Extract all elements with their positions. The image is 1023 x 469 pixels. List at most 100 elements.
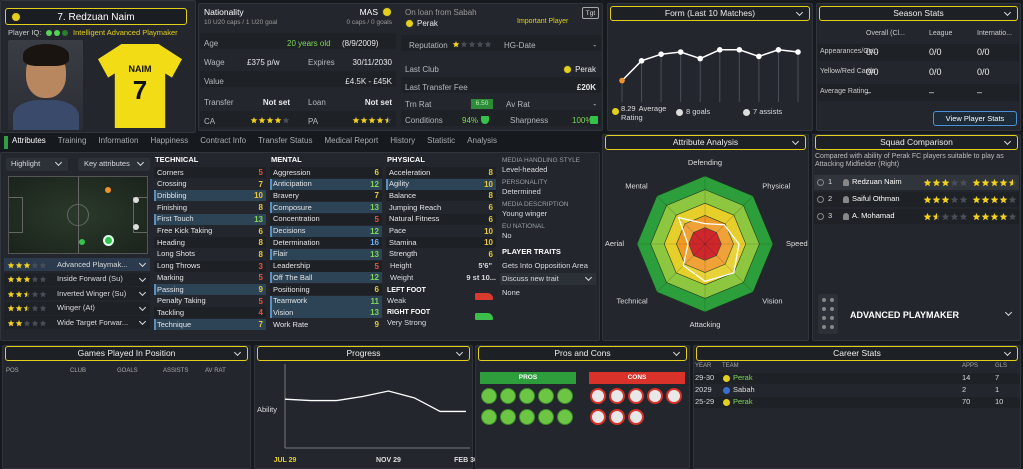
tab[interactable]: History xyxy=(390,136,416,145)
star xyxy=(981,213,990,221)
con-icon[interactable] xyxy=(628,388,644,404)
attribute-row xyxy=(154,190,266,202)
label: Nationality xyxy=(204,7,244,17)
star xyxy=(250,117,258,124)
tab[interactable]: Contract Info xyxy=(200,136,247,145)
pro-icon[interactable] xyxy=(481,409,497,425)
role-row[interactable] xyxy=(4,272,150,286)
con-icon[interactable] xyxy=(590,388,606,404)
star xyxy=(31,276,39,283)
dropdown[interactable]: Highlight xyxy=(6,158,68,171)
attribute-value: 8 xyxy=(488,168,493,177)
pro-icon[interactable] xyxy=(519,409,535,425)
star xyxy=(990,196,999,204)
attribute-name: Heading xyxy=(157,237,185,247)
star xyxy=(274,117,282,124)
star-layer xyxy=(352,116,388,124)
star xyxy=(932,213,937,221)
section-title: PLAYER TRAITS xyxy=(502,247,561,256)
panel-header: Games Played In Position xyxy=(5,346,248,361)
discuss-trait[interactable]: Discuss new trait xyxy=(500,273,596,285)
pro-icon[interactable] xyxy=(481,388,497,404)
label: Expires xyxy=(308,58,335,67)
tab-bar: Attributes Training Information Happiness Co… xyxy=(4,136,600,149)
attribute-row xyxy=(270,237,382,249)
panel-header-title: Squad Comparison xyxy=(880,137,953,147)
dropdown[interactable]: Key attributes xyxy=(78,158,150,171)
pro-icon[interactable] xyxy=(500,409,516,425)
role-row[interactable] xyxy=(4,301,150,315)
attribute-row xyxy=(270,167,382,178)
assist-icon xyxy=(743,109,750,116)
role-name: Advanced Playmak... xyxy=(57,259,128,269)
label: Trn Rat xyxy=(405,100,432,109)
star xyxy=(990,213,999,221)
attribute-row xyxy=(270,272,382,284)
dropdown-arrow xyxy=(54,158,63,167)
star-layer xyxy=(923,195,950,204)
radar-axis-label: Defending xyxy=(688,158,722,167)
view-stats-button[interactable]: View Player Stats xyxy=(933,111,1017,126)
pro-icon[interactable] xyxy=(557,409,573,425)
pro-icon[interactable] xyxy=(519,388,535,404)
squad-row[interactable] xyxy=(814,192,1019,207)
column-header: ASSISTS xyxy=(163,368,189,374)
attribute-value: 12 xyxy=(370,273,379,283)
pro-icon[interactable] xyxy=(557,388,573,404)
club-badge xyxy=(11,12,21,22)
tab[interactable]: Statistic xyxy=(427,136,456,145)
role-title: ADVANCED PLAYMAKER xyxy=(850,310,960,320)
shirt-name: NAIM xyxy=(128,64,152,74)
con-icon[interactable] xyxy=(609,409,625,425)
star-layer xyxy=(972,178,1013,187)
con-icon[interactable] xyxy=(647,388,663,404)
role-row[interactable] xyxy=(4,258,150,271)
attribute-value: 13 xyxy=(370,203,379,213)
con-icon[interactable] xyxy=(628,409,644,425)
tgt-button[interactable]: Tgt xyxy=(582,7,599,19)
loan-club: Perak xyxy=(417,19,438,28)
con-icon[interactable] xyxy=(590,409,606,425)
attribute-row xyxy=(270,213,382,225)
star xyxy=(932,196,941,204)
con-icon[interactable] xyxy=(666,388,682,404)
star-rating xyxy=(452,40,492,48)
attribute-name: Stamina xyxy=(389,237,417,247)
tab[interactable]: Attributes xyxy=(4,136,46,149)
attribute-name: Free Kick Taking xyxy=(157,226,213,235)
label: Wage xyxy=(204,58,225,67)
attribute-value: 3 xyxy=(258,261,263,271)
tab[interactable]: Transfer Status xyxy=(258,136,313,145)
squad-player-name: Saiful Othman xyxy=(852,194,900,203)
pro-icon[interactable] xyxy=(538,388,554,404)
attribute-value: 11 xyxy=(370,296,379,306)
tab[interactable]: Information xyxy=(98,136,139,145)
career-apps: 2 xyxy=(962,385,967,394)
tab[interactable]: Happiness xyxy=(150,136,189,145)
pro-icon[interactable] xyxy=(538,409,554,425)
con-icon[interactable] xyxy=(609,388,625,404)
role-row[interactable] xyxy=(4,287,150,300)
star xyxy=(39,305,47,312)
career-team: Perak xyxy=(733,397,753,406)
attribute-row xyxy=(386,213,496,225)
squad-row[interactable] xyxy=(814,209,1019,224)
pro-icon[interactable] xyxy=(500,388,516,404)
tab[interactable]: Medical Report xyxy=(324,136,379,145)
season-value: – xyxy=(866,87,872,97)
attribute-name: Finishing xyxy=(157,202,188,212)
attribute-name: Crossing xyxy=(157,179,187,189)
star xyxy=(972,213,981,221)
role-row[interactable] xyxy=(4,316,150,329)
tab[interactable]: Training xyxy=(57,136,87,145)
star xyxy=(923,179,932,187)
attribute-row xyxy=(270,190,382,202)
attribute-row xyxy=(154,167,266,178)
tab[interactable]: Analysis xyxy=(467,136,497,145)
star xyxy=(999,196,1008,204)
panel-header: Pros and Cons xyxy=(478,346,687,361)
attribute-row xyxy=(270,295,382,307)
condition-icon xyxy=(481,116,489,124)
attribute-value: 13 xyxy=(254,214,263,224)
squad-row[interactable] xyxy=(814,175,1019,190)
